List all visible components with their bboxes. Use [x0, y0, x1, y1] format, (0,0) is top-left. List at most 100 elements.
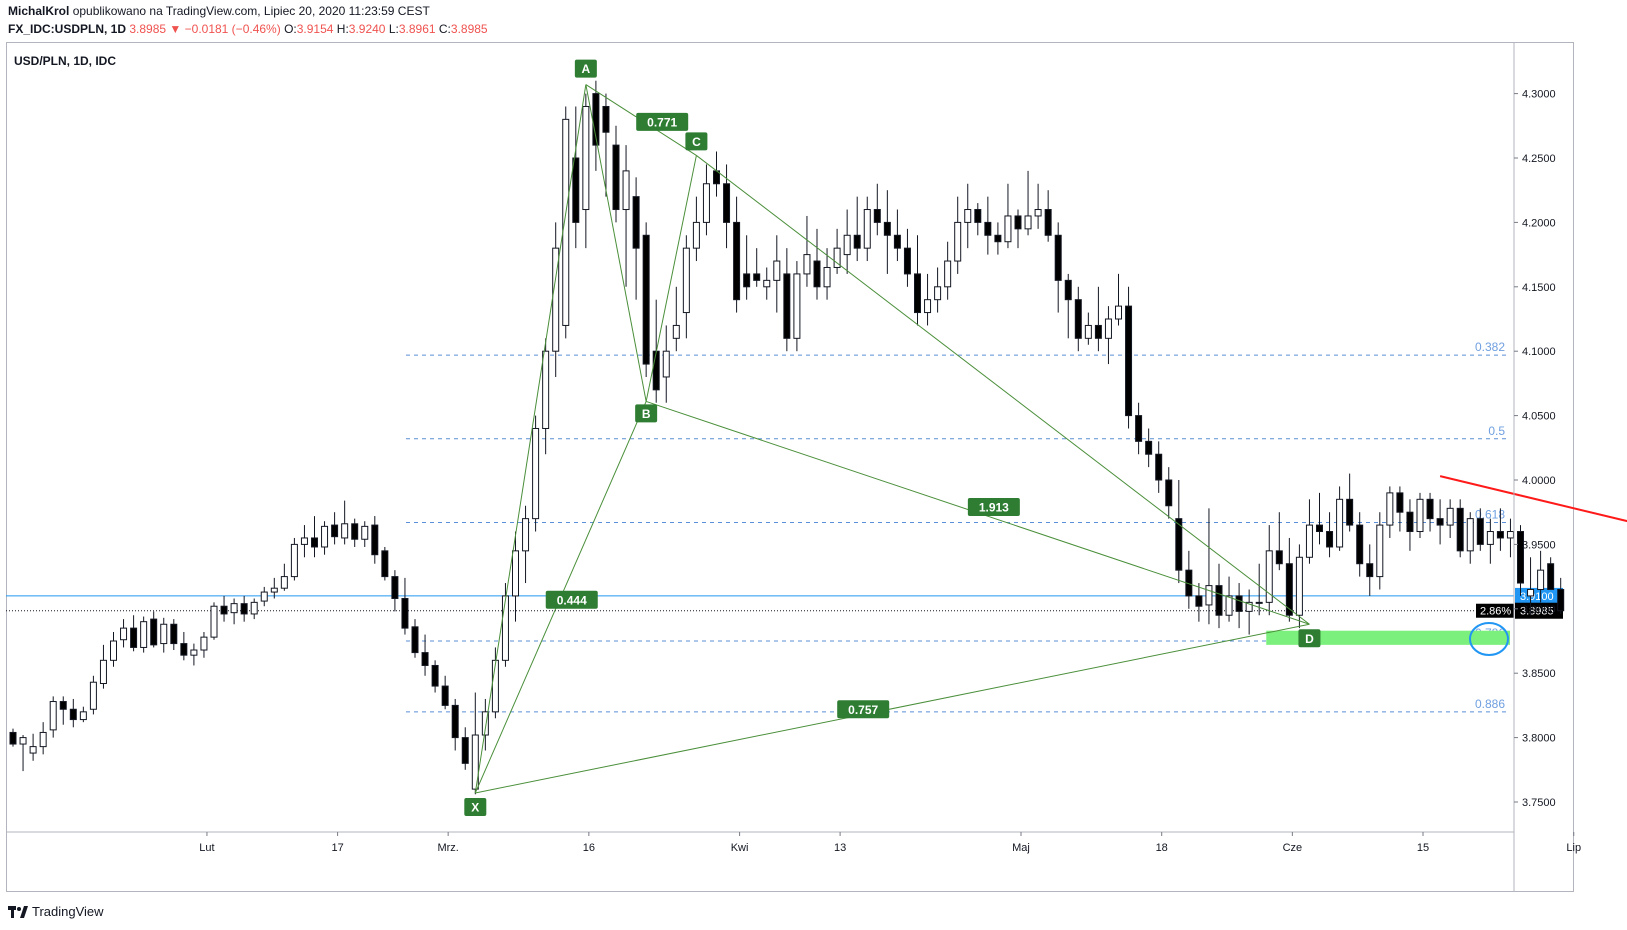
price-tick-label: 4.2500 [1522, 153, 1556, 165]
candle-body [1165, 479, 1173, 507]
candle-body [853, 234, 861, 249]
candle-body [1255, 601, 1263, 604]
candle-body [954, 221, 962, 262]
publish-info: MichalKrol opublikowano na TradingView.c… [8, 4, 430, 18]
price-tick-label: 3.9000 [1522, 604, 1556, 616]
candle-body [672, 324, 680, 339]
candle-body [431, 664, 439, 687]
pattern-ratio-label-bg [837, 700, 890, 719]
candle-body [280, 576, 288, 589]
candle-body [110, 640, 117, 661]
candle-body [883, 221, 891, 236]
candle-body [471, 734, 479, 790]
time-tick-label: Mrz. [437, 842, 458, 854]
candle-body [1175, 518, 1183, 571]
candle-body [1346, 498, 1354, 526]
time-tick-label: Maj [1012, 842, 1030, 854]
fib-label: 0.5 [1488, 424, 1505, 438]
candle-body [1084, 324, 1092, 339]
candle-body [582, 105, 590, 211]
pattern-leg [696, 155, 1310, 625]
candle-body [220, 605, 228, 615]
price-lines: 3.9100 2.86% 3.8985 [6, 587, 1563, 619]
candle-body [1004, 215, 1012, 243]
candle-body [1336, 498, 1344, 548]
low-label: L: [388, 22, 399, 36]
author-name[interactable]: MichalKrol [8, 4, 70, 18]
candle-body [381, 550, 389, 578]
candle-body [1446, 507, 1454, 526]
candle-body [1316, 524, 1323, 533]
candle-body [702, 183, 710, 223]
candle-body [99, 659, 107, 685]
candle-body [662, 350, 670, 378]
pct-label: 2.86% [1480, 606, 1511, 618]
pattern-point-label: A [582, 62, 591, 76]
candle-body [300, 537, 308, 545]
candle-body [1506, 531, 1514, 539]
last-value: 3.8985 [129, 22, 167, 36]
price-tick-label: 3.9500 [1522, 539, 1556, 551]
candle-body [572, 157, 580, 223]
candle-body [501, 595, 509, 661]
candle-body [89, 681, 97, 710]
candle-body [180, 643, 188, 656]
candle-body [1376, 524, 1384, 578]
candle-body [290, 543, 298, 578]
candle-body [170, 623, 178, 645]
candle-body [1235, 595, 1243, 612]
horizontal-line-tag [1515, 587, 1563, 604]
candle-body [29, 746, 37, 754]
last-price-tag [1515, 602, 1563, 619]
candle-body [1245, 601, 1253, 612]
candle-body [964, 209, 972, 223]
time-tick-label: Lip [1566, 842, 1581, 854]
pattern-labels: X A B C D 0.771 0.444 1.913 0.757 [464, 59, 1321, 816]
time-tick-label: Cze [1283, 842, 1303, 854]
candle-body [873, 209, 881, 223]
candle-body [622, 170, 630, 211]
candle-body [59, 701, 67, 710]
candle-body [190, 649, 198, 656]
time-tick-label: 17 [331, 842, 343, 854]
pattern-leg [645, 155, 697, 402]
candle-body [260, 591, 268, 602]
candle-body [863, 209, 871, 249]
candle-body [562, 118, 570, 326]
candle-body [39, 731, 47, 748]
candle-body [522, 518, 530, 552]
candle-body [150, 618, 158, 646]
candle-body [903, 247, 911, 275]
candle-body [1406, 511, 1414, 533]
candle-body [491, 659, 499, 713]
pattern-leg [585, 84, 647, 402]
candle-body [743, 273, 751, 288]
candle-body [451, 704, 459, 739]
pattern-point-label: D [1305, 632, 1314, 646]
pattern-point-label-bg [464, 797, 487, 816]
footer-brand[interactable]: TradingView [8, 904, 104, 919]
candle-body [1034, 209, 1042, 217]
candle-body [803, 254, 811, 275]
candle-body [1466, 518, 1474, 552]
price-tick-label: 4.3000 [1522, 89, 1556, 101]
candle-body [441, 685, 449, 706]
candle-body [944, 260, 952, 288]
candle-body [230, 603, 238, 614]
candle-body [9, 731, 17, 745]
price-tick-label: 3.8000 [1522, 733, 1556, 745]
fib-label: 0.618 [1475, 508, 1505, 522]
candle-body [391, 576, 399, 599]
candle-body [1305, 524, 1313, 558]
candle-body [833, 247, 841, 268]
change-value: −0.0181 (−0.46%) [184, 22, 281, 36]
candle-body [934, 286, 942, 301]
candle-body [200, 636, 208, 651]
candle-body [1115, 305, 1122, 320]
candle-body [1135, 415, 1143, 442]
pattern-ratio-label: 0.757 [848, 703, 878, 717]
candle-body [1125, 305, 1133, 417]
ohlc-legend: FX_IDC:USDPLN, 1D 3.8985 ▼ −0.0181 (−0.4… [8, 22, 488, 36]
